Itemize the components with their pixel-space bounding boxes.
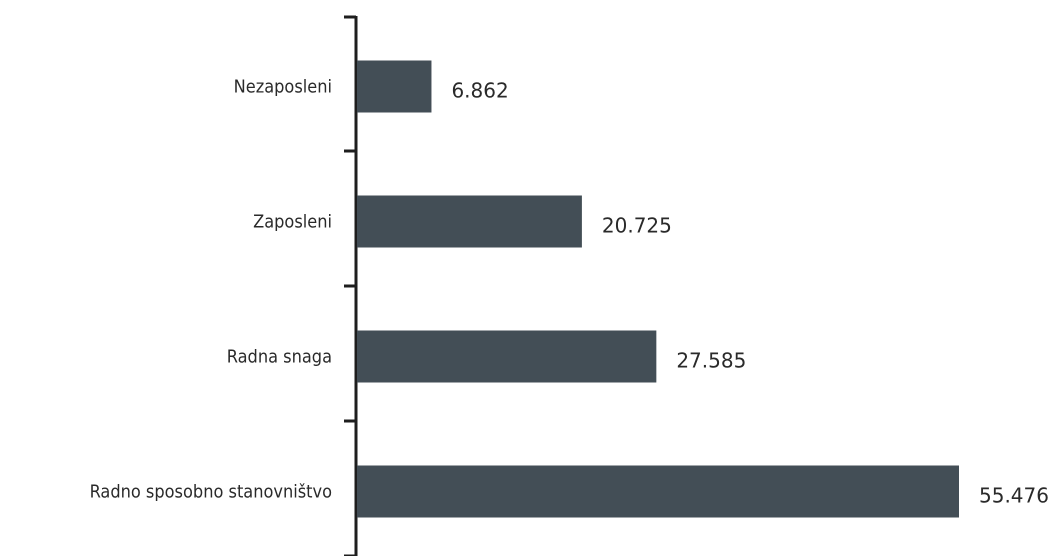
data-label: 6.862 — [451, 79, 508, 103]
bar — [357, 330, 657, 383]
bar — [357, 195, 582, 248]
category-label: Radna snaga — [227, 347, 332, 368]
category-label: Zaposleni — [253, 212, 332, 233]
bars-layer — [357, 60, 959, 518]
labels-layer: Nezaposleni 6.862 Zaposleni 20.725 Radna sna… — [90, 77, 1049, 508]
category-label: Nezaposleni — [234, 77, 332, 98]
data-label: 20.725 — [602, 214, 672, 238]
data-label: 55.476 — [979, 484, 1049, 508]
category-label: Radno sposobno stanovništvo — [90, 482, 333, 503]
bar — [357, 60, 432, 113]
axis-layer — [344, 15, 358, 556]
data-label: 27.585 — [676, 349, 746, 373]
bar — [357, 465, 959, 518]
